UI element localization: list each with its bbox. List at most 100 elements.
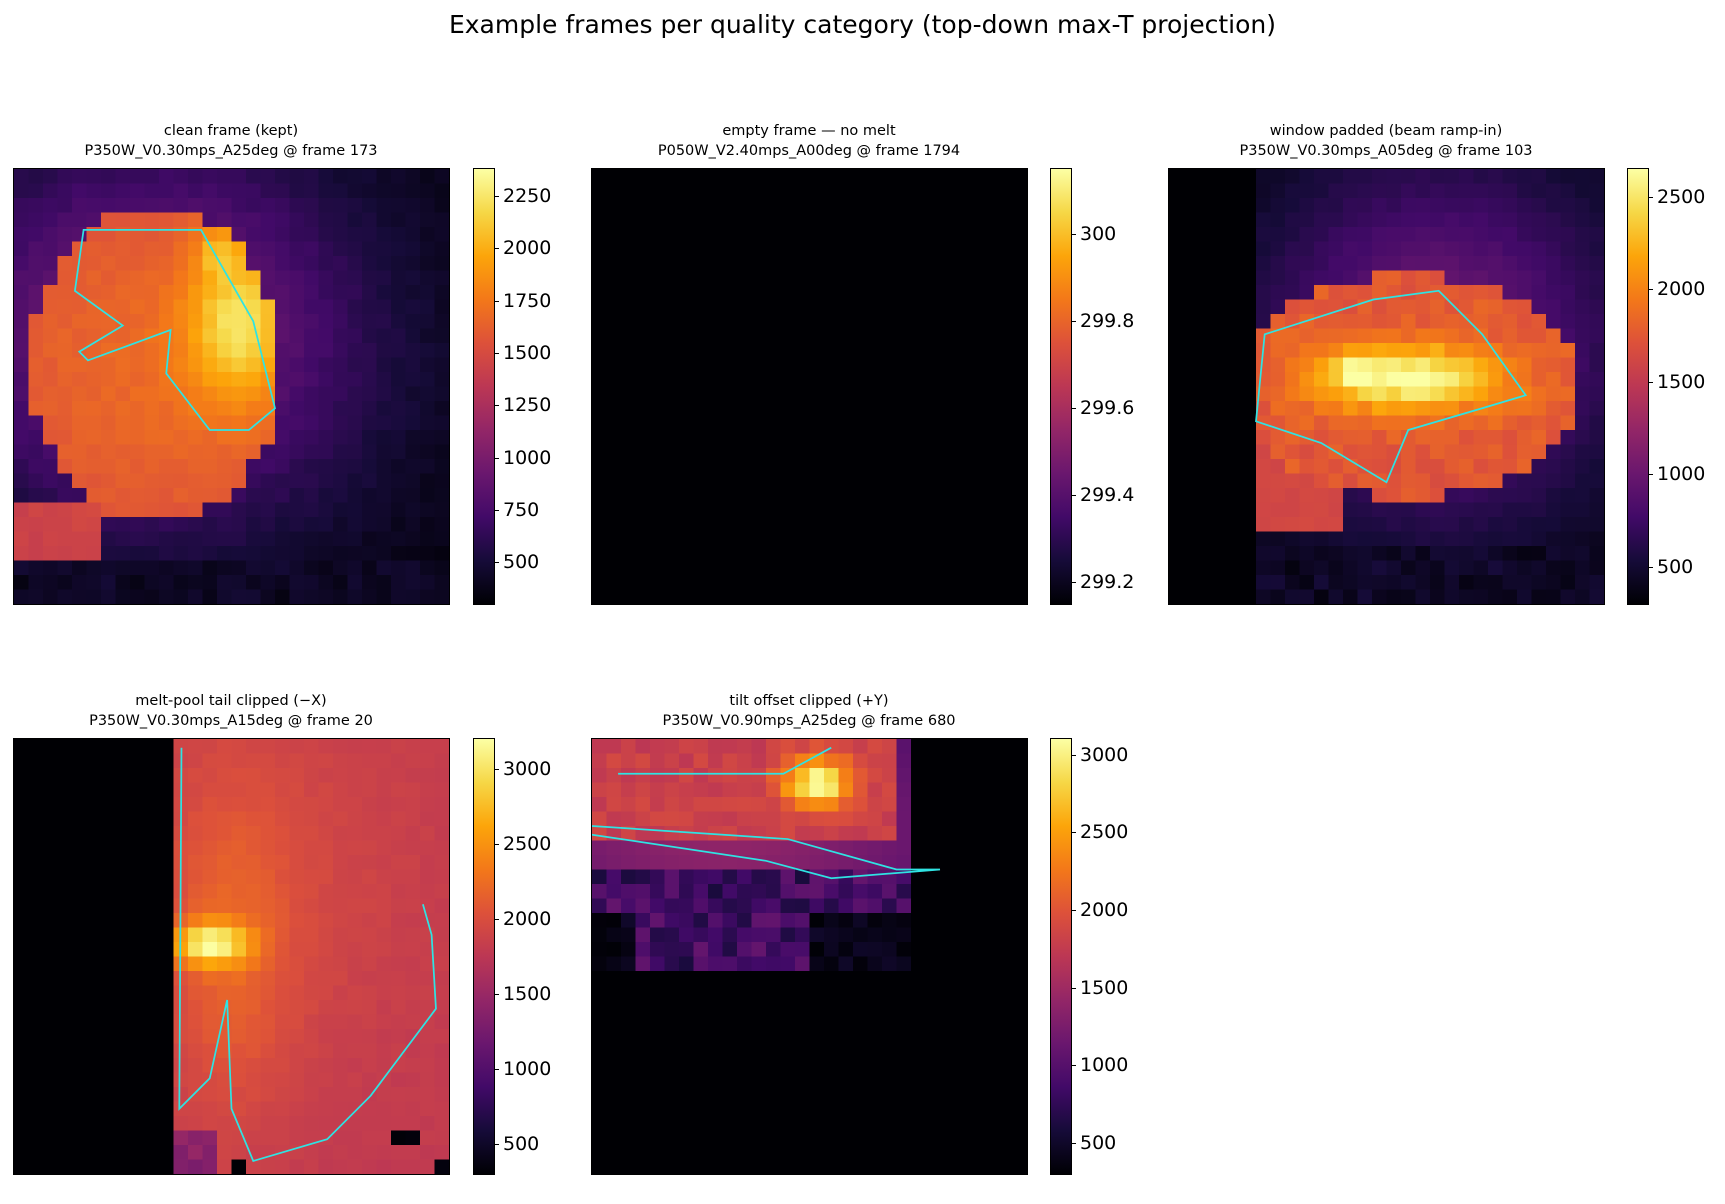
heatmap-cell [737, 1130, 752, 1146]
heatmap-cell [28, 927, 44, 943]
heatmap-cell [1473, 183, 1489, 199]
heatmap-cell [1314, 531, 1329, 547]
panel-title-line2: P350W_V0.30mps_A15deg @ frame 20 [89, 713, 373, 729]
colorbar-tick-label: 2500 [503, 833, 552, 855]
heatmap-cell [231, 1072, 247, 1088]
heatmap-cell [1386, 531, 1402, 547]
heatmap-cell [795, 241, 810, 257]
heatmap-cell [376, 183, 392, 199]
heatmap-cell [998, 1101, 1013, 1117]
heatmap-cell [969, 1014, 984, 1030]
heatmap-cell [1531, 256, 1547, 271]
heatmap-cell [188, 546, 203, 561]
heatmap-cell [882, 913, 897, 928]
heatmap-cell [86, 1159, 102, 1174]
heatmap-cell [304, 1101, 319, 1117]
heatmap-cell [14, 415, 29, 431]
heatmap-cell [882, 459, 897, 474]
heatmap-cell [635, 575, 651, 590]
heatmap-cell [838, 444, 854, 460]
heatmap-cell [983, 739, 999, 754]
heatmap-cell [606, 459, 622, 474]
heatmap-cell [925, 444, 941, 460]
heatmap-cell [72, 241, 87, 257]
heatmap-cell [679, 212, 694, 228]
heatmap-cell [1372, 401, 1387, 416]
heatmap-cell [188, 473, 203, 489]
heatmap-cell [57, 415, 73, 431]
heatmap-cell [231, 942, 247, 957]
heatmap-cell [347, 401, 363, 416]
heatmap-cell [1343, 314, 1358, 329]
heatmap-cell [998, 782, 1013, 798]
heatmap-cell [405, 1159, 421, 1174]
heatmap-cell [969, 1058, 984, 1073]
heatmap-cell [231, 840, 247, 856]
heatmap-cell [940, 1043, 955, 1059]
heatmap-cell [1473, 198, 1489, 213]
heatmap-cell [780, 1072, 796, 1088]
heatmap-cell [635, 227, 651, 242]
heatmap-cell [347, 285, 363, 300]
heatmap-cell [130, 328, 145, 344]
heatmap-cell [824, 898, 839, 914]
heatmap-cell [940, 913, 955, 928]
heatmap-cell [289, 169, 305, 184]
colorbar-tick-label: 3000 [1080, 743, 1129, 766]
heatmap-cell [14, 797, 29, 812]
heatmap-cell [809, 768, 825, 783]
heatmap-cell [1589, 357, 1604, 373]
heatmap-cell [1473, 328, 1489, 344]
heatmap-cell [217, 343, 232, 358]
heatmap-cell [14, 343, 29, 358]
heatmap-cell [824, 826, 839, 841]
heatmap-cell [882, 898, 897, 914]
heatmap-cell [405, 1130, 421, 1146]
heatmap-cell [679, 198, 694, 213]
heatmap-cell [217, 488, 232, 503]
heatmap-cell [57, 855, 73, 870]
heatmap-cell [434, 768, 449, 783]
heatmap-cell [304, 256, 319, 271]
heatmap-cell [202, 459, 218, 474]
heatmap-cell [173, 401, 189, 416]
heatmap-cell [1012, 372, 1027, 387]
heatmap-cell [28, 241, 44, 257]
colorbar-tick-label: 1000 [503, 1058, 552, 1080]
heatmap-cell [940, 546, 955, 561]
heatmap-cell [998, 256, 1013, 271]
heatmap-cell [362, 430, 377, 445]
heatmap-cell [130, 913, 145, 928]
heatmap-cell [1328, 343, 1344, 358]
heatmap-cell [1299, 415, 1315, 431]
heatmap-cell [882, 1000, 897, 1015]
heatmap-cell [650, 855, 665, 870]
heatmap-cell [1372, 256, 1387, 271]
heatmap-cell [795, 826, 810, 841]
colorbar-gradient [474, 739, 494, 1174]
heatmap-cell [650, 212, 665, 228]
melt-pool-contour [1255, 289, 1528, 484]
heatmap-cell [1401, 183, 1416, 199]
heatmap-cell [983, 1058, 999, 1073]
heatmap-cell [1198, 444, 1213, 460]
heatmap-cell [376, 473, 392, 489]
heatmap-cell [1401, 270, 1416, 286]
heatmap-cell [635, 386, 651, 402]
heatmap-cell [28, 1159, 44, 1174]
heatmap-cell [318, 1087, 334, 1102]
heatmap-cell [853, 840, 868, 856]
heatmap-cell [130, 372, 145, 387]
heatmap-cell [260, 546, 276, 561]
heatmap-cell [130, 927, 145, 943]
heatmap-cell [722, 956, 738, 972]
heatmap-cell [853, 589, 868, 604]
heatmap-cell [635, 299, 651, 315]
heatmap-cell [434, 927, 449, 943]
heatmap-cell [144, 401, 160, 416]
heatmap-cell [983, 927, 999, 943]
heatmap-cell [188, 169, 203, 184]
heatmap-cell [1012, 589, 1027, 604]
heatmap-cell [1012, 768, 1027, 783]
heatmap-cell [115, 299, 131, 315]
